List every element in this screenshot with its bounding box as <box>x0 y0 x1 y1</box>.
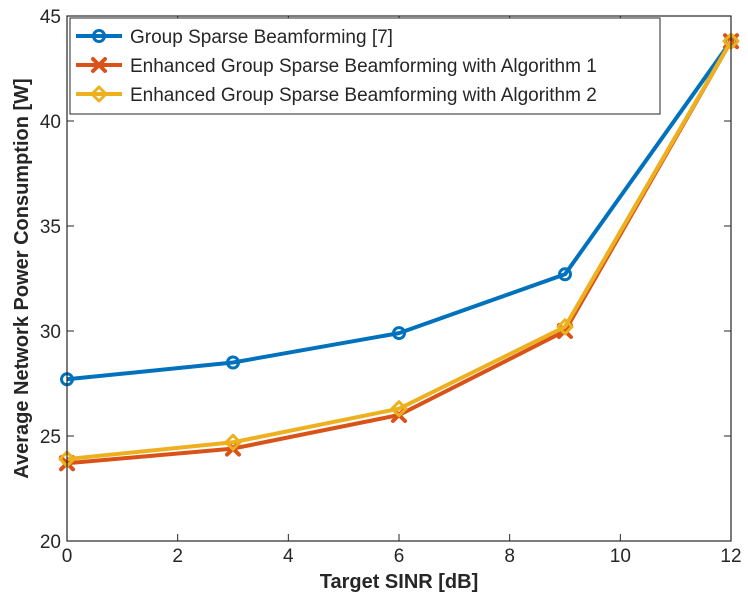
y-axis-title: Average Network Power Consumption [W] <box>11 78 33 478</box>
x-tick-label: 2 <box>172 546 183 567</box>
data-point <box>392 326 406 341</box>
x-tick-label: 6 <box>394 546 405 567</box>
y-tick-label: 25 <box>40 427 61 448</box>
legend-entry-1: Group Sparse Beamforming [7] <box>76 27 393 48</box>
x-tick-label: 10 <box>610 546 631 567</box>
x-tick-label: 0 <box>62 546 73 567</box>
legend: Group Sparse Beamforming [7] Enhanced Gro… <box>69 17 661 115</box>
x-tick-label: 8 <box>504 546 515 567</box>
legend-marker <box>92 29 106 43</box>
y-tick-label: 30 <box>40 322 61 343</box>
data-point <box>558 267 572 282</box>
legend-label: Group Sparse Beamforming [7] <box>130 27 393 48</box>
plot-frame <box>66 15 732 542</box>
legend-entries: Group Sparse Beamforming [7] Enhanced Gro… <box>76 27 597 106</box>
y-tick-label: 35 <box>40 217 61 238</box>
legend-label: Enhanced Group Sparse Beamforming with A… <box>130 85 597 106</box>
legend-marker <box>90 85 108 103</box>
x-axis-title: Target SINR [dB] <box>320 571 479 593</box>
data-point <box>224 433 242 451</box>
y-tick-label: 40 <box>40 112 61 133</box>
legend-entry-2: Enhanced Group Sparse Beamforming with A… <box>76 56 597 77</box>
y-tick-label: 45 <box>40 7 61 28</box>
data-point <box>226 355 240 370</box>
series-layer <box>58 32 740 472</box>
x-tick-label: 12 <box>720 546 741 567</box>
y-tick-label: 20 <box>40 532 61 553</box>
x-tick-label: 4 <box>283 546 294 567</box>
legend-box <box>69 17 661 115</box>
series-line <box>66 40 733 382</box>
legend-label: Enhanced Group Sparse Beamforming with A… <box>130 56 597 77</box>
data-point <box>390 400 408 418</box>
legend-entry-3: Enhanced Group Sparse Beamforming with A… <box>76 85 597 106</box>
legend-marker <box>91 57 107 73</box>
data-point <box>556 318 574 336</box>
series-line <box>66 40 733 462</box>
